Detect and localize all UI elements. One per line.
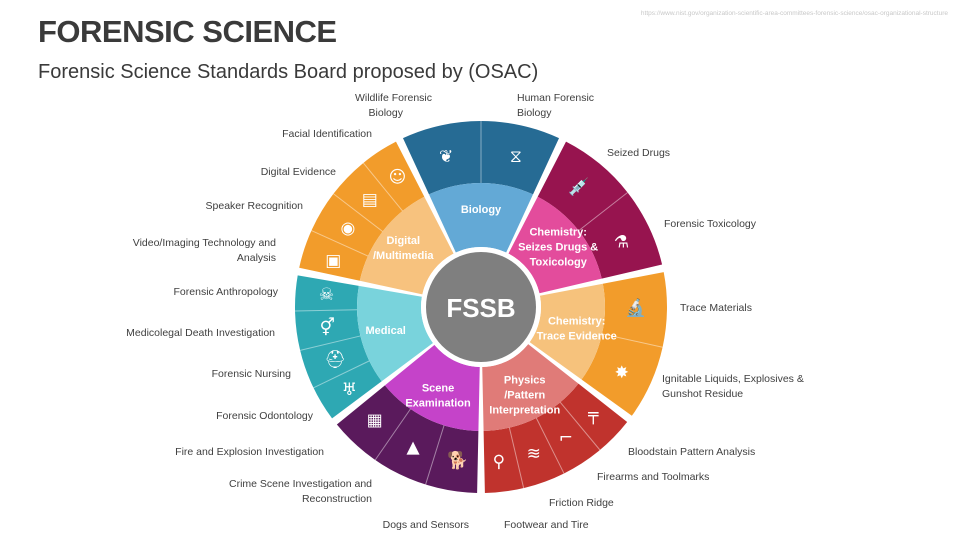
fingerprint-device-icon: ▤ — [362, 190, 378, 210]
label-speaker-recognition: Speaker Recognition — [205, 200, 303, 212]
sector-inner-chemistry-trace-evidence — [529, 283, 605, 380]
sector-outer-scene-examination — [336, 385, 479, 493]
sector-inner-medical — [357, 285, 433, 382]
page-subtitle: Forensic Science Standards Board propose… — [38, 61, 539, 83]
sector-outer-physics-pattern-interpretation — [483, 383, 628, 493]
video-screen-icon: ▣ — [325, 251, 341, 271]
label-human-forensic-biology: Human Forensic Biology — [517, 92, 595, 119]
label-dogs-sensors: Dogs and Sensors — [382, 519, 469, 531]
category-label: Scene Examination — [405, 383, 471, 410]
label-medicolegal-death: Medicolegal Death Investigation — [126, 327, 275, 339]
microscope-icon: 🔬 — [625, 298, 646, 319]
burning-building-icon: ▦ — [367, 411, 383, 431]
label-firearms-toolmarks: Firearms and Toolmarks — [597, 471, 710, 483]
sector-inner-scene-examination — [384, 344, 480, 431]
sector-outer-medical — [295, 275, 382, 419]
label-ignitable-liquids: Ignitable Liquids, Explosives & Gunshot R… — [662, 373, 804, 400]
label-fire-explosion: Fire and Explosion Investigation — [175, 446, 324, 458]
explosion-icon: ✸ — [615, 363, 629, 383]
label-forensic-nursing: Forensic Nursing — [211, 368, 291, 380]
label-trace-materials: Trace Materials — [680, 302, 752, 314]
olive-branch-icon: ❦ — [439, 147, 453, 167]
category-label: Medical — [366, 325, 406, 337]
dog-icon: 🐕 — [447, 450, 468, 471]
drugs-syringe-icon: 💉 — [568, 177, 589, 198]
category-label: Chemistry: Trace Evidence — [537, 316, 617, 343]
label-forensic-odontology: Forensic Odontology — [216, 410, 313, 422]
label-digital-evidence: Digital Evidence — [260, 166, 336, 178]
blood-drip-icon: ╤ — [587, 405, 599, 425]
label-forensic-anthropology: Forensic Anthropology — [173, 286, 278, 298]
microphone-icon: ◉ — [341, 218, 356, 238]
sector-outer-digital-multimedia — [299, 141, 425, 281]
magnifier-footprint-icon: ⚲ — [493, 452, 505, 472]
dna-icon: ⧖ — [510, 147, 522, 167]
tooth-icon: ♅ — [342, 380, 357, 400]
body-outline-icon: ⚥ — [320, 317, 335, 338]
label-crime-scene: Crime Scene Investigation and Reconstruct… — [229, 478, 372, 505]
sector-inner-physics-pattern-interpretation — [482, 344, 579, 431]
label-facial-identification: Facial Identification — [282, 128, 372, 140]
skull-icon: ☠ — [319, 285, 334, 305]
sector-outer-chemistry-seizes-drugs-toxicology — [537, 141, 663, 279]
scratch-marks-icon: ≋ — [527, 444, 541, 464]
sector-inner-digital-multimedia — [359, 196, 454, 295]
sector-outer-chemistry-trace-evidence — [581, 272, 667, 416]
sector-inner-chemistry-seizes-drugs-toxicology — [508, 196, 602, 294]
category-label: Biology — [461, 204, 502, 216]
sector-inner-biology — [428, 183, 534, 253]
evidence-markers-icon: ▲ — [407, 437, 421, 457]
label-footwear-tire: Footwear and Tire — [504, 519, 589, 531]
face-scan-icon: ☺ — [389, 167, 407, 187]
nurse-cap-icon: ⛑ — [324, 350, 346, 370]
sector-outer-biology — [402, 121, 560, 195]
label-friction-ridge: Friction Ridge — [549, 497, 614, 509]
category-label: Physics/Pattern Interpretation — [489, 375, 560, 417]
label-forensic-toxicology: Forensic Toxicology — [664, 218, 757, 230]
source-url: https://www.nist.gov/organization-scient… — [640, 10, 948, 17]
fssb-center-label: FSSB — [446, 293, 515, 323]
flask-poison-icon: ⚗ — [614, 232, 629, 252]
label-wildlife-forensic-biology: Wildlife Forensic Biology — [354, 92, 432, 119]
label-video-imaging: Video/Imaging Technology and Analysis — [132, 237, 276, 264]
label-bloodstain-pattern: Bloodstain Pattern Analysis — [628, 446, 756, 458]
page-title: FORENSIC SCIENCE — [38, 14, 337, 49]
pistol-icon: ⌐ — [559, 428, 573, 448]
category-label: Chemistry: Seizes Drugs & Toxicology — [518, 227, 598, 269]
label-seized-drugs: Seized Drugs — [607, 147, 671, 159]
category-label: Digital/Multimedia — [373, 235, 434, 262]
